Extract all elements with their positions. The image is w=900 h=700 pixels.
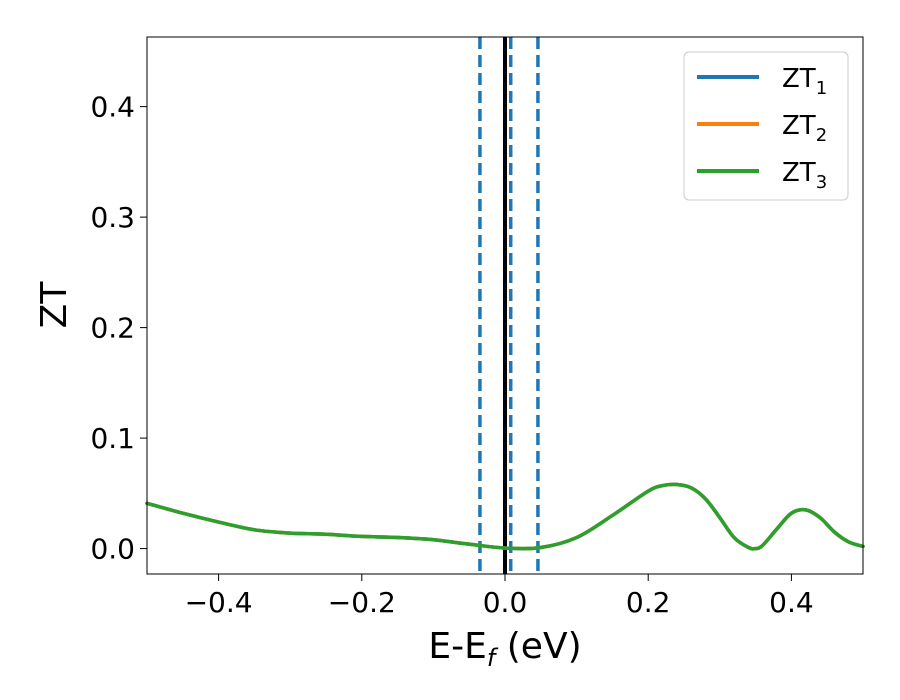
y-tick-label: 0.1 [90,422,135,455]
legend-label-base: ZT [782,64,816,94]
series-line-zt3 [145,482,865,551]
x-tick-label: −0.4 [185,586,253,619]
legend-label-zt3: ZT3 [782,158,827,193]
x-tick-label: −0.2 [328,586,396,619]
lines-layer [478,37,540,574]
legend-label-sub: 2 [816,125,827,146]
x-axis-label-base: E-E [428,626,486,667]
y-tick-label: 0.0 [90,533,135,566]
x-tick-label: 0.4 [769,586,814,619]
y-tick-label: 0.4 [90,91,135,124]
legend-label-base: ZT [782,111,816,141]
x-axis-label-rest: (eV) [495,626,581,667]
y-axis-label: ZT [34,281,75,329]
series-layer [145,482,865,551]
y-axis: 0.0 0.1 0.2 0.3 0.4 [90,91,147,566]
x-tick-label: 0.2 [626,586,671,619]
x-tick-label: 0.0 [483,586,528,619]
y-tick-label: 0.3 [90,201,135,234]
legend-label-sub: 1 [816,78,827,99]
legend-label-base: ZT [782,158,816,188]
legend-label-zt2: ZT2 [782,111,827,146]
x-axis-label: E-Ef (eV) [428,626,581,672]
legend-label-zt1: ZT1 [782,64,827,99]
y-tick-label: 0.2 [90,312,135,345]
x-axis: −0.4 −0.2 0.0 0.2 0.4 [185,574,814,619]
legend-box [683,51,849,201]
legend-label-sub: 3 [816,172,827,193]
